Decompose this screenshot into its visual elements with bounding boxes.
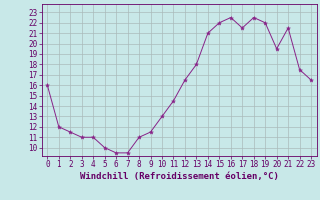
X-axis label: Windchill (Refroidissement éolien,°C): Windchill (Refroidissement éolien,°C) <box>80 172 279 181</box>
